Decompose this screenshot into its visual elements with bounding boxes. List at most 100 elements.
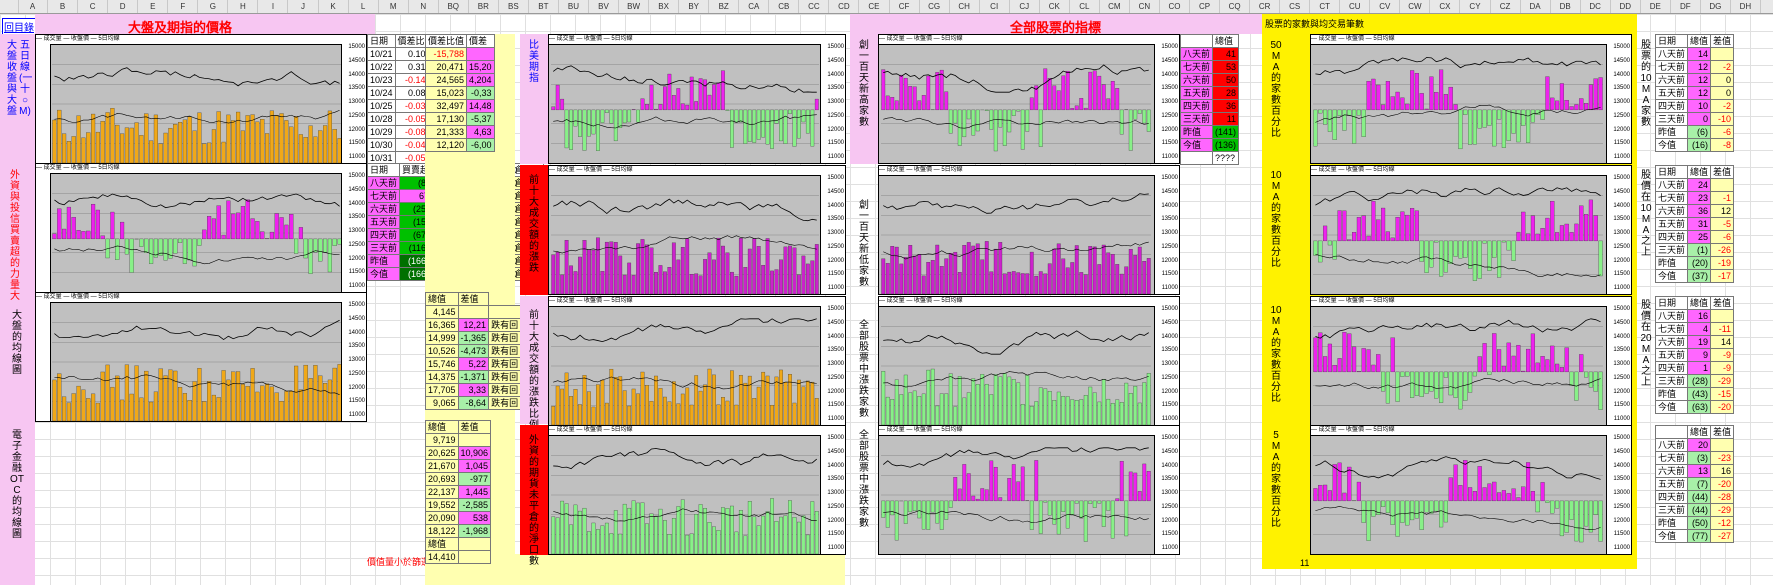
table-cell[interactable]: 日期	[1654, 165, 1689, 179]
table-cell[interactable]	[1179, 34, 1214, 48]
table-cell[interactable]: 0	[1710, 73, 1735, 87]
table-cell[interactable]: 總值	[425, 420, 459, 434]
table-cell[interactable]: 1,045	[457, 459, 492, 473]
table-cell[interactable]: -23	[1710, 451, 1735, 465]
table-cell[interactable]: -1,968	[457, 524, 492, 538]
column-header[interactable]: CF	[890, 0, 920, 13]
table-cell[interactable]: -15,788	[424, 47, 468, 61]
column-header[interactable]: CC	[799, 0, 830, 13]
table-cell[interactable]: 16	[1710, 464, 1735, 478]
table-cell[interactable]: 七天前	[366, 189, 401, 203]
table-cell[interactable]: 三天前	[1654, 243, 1689, 257]
table-cell[interactable]: (28)	[1687, 374, 1712, 388]
chart-foreign-investor[interactable]: — 成交量 — 收盤價 — 5日均線 15000 14500 14000 13500 1…	[35, 163, 367, 293]
table-cell[interactable]: -26	[1710, 243, 1735, 257]
table-cell[interactable]: 日期	[366, 163, 401, 177]
table-cell[interactable]	[1179, 151, 1214, 165]
table-cell[interactable]: 25	[1687, 230, 1712, 244]
table-cell[interactable]: (43)	[1687, 387, 1712, 401]
table-cell[interactable]: -0,33	[466, 86, 495, 100]
table-cell[interactable]: 20,693	[425, 472, 459, 486]
table-cell[interactable]: 差值	[1710, 425, 1735, 439]
table-cell[interactable]: -2,585	[457, 498, 492, 512]
table-cell[interactable]: 四天前	[1179, 99, 1214, 113]
column-header[interactable]: B	[48, 0, 79, 13]
table-cell[interactable]: -9	[1710, 361, 1735, 375]
table-cell[interactable]: 0	[1687, 112, 1712, 126]
table-cell[interactable]: 昨值	[1179, 125, 1214, 139]
table-cell[interactable]: 昨值	[366, 254, 401, 268]
table-cell[interactable]: 跌有回	[488, 370, 522, 384]
table-cell[interactable]: 日期	[1654, 34, 1689, 48]
table-cell[interactable]: 跌有回	[488, 396, 522, 410]
table-cell[interactable]: 七天前	[1179, 60, 1214, 74]
table-cell[interactable]: 總值	[425, 537, 459, 551]
column-header[interactable]: C	[78, 0, 109, 13]
table-cell[interactable]: 24,565	[424, 73, 468, 87]
table-cell[interactable]: 16	[1687, 309, 1712, 323]
column-header[interactable]: CW	[1400, 0, 1431, 13]
table-cell[interactable]: 5,22	[457, 357, 490, 371]
table-cell[interactable]: 八天前	[1654, 438, 1689, 452]
back-to-index-link[interactable]: 回目錄	[2, 18, 36, 35]
column-header[interactable]: CM	[1100, 0, 1130, 13]
table-cell[interactable]: 今值	[1654, 400, 1689, 414]
table-cell[interactable]: 日期	[1654, 296, 1689, 310]
table-cell[interactable]: 總值	[425, 292, 459, 306]
table-cell[interactable]: 11	[1212, 112, 1240, 126]
table-cell[interactable]: 跌有回	[488, 357, 522, 371]
table-cell[interactable]: 21,670	[425, 459, 459, 473]
table-cell[interactable]: 價差比值	[424, 34, 468, 48]
table-cell[interactable]: 9	[1687, 348, 1712, 362]
table-cell[interactable]: (77)	[1687, 529, 1712, 543]
table-cell[interactable]: 10/31	[367, 151, 396, 165]
column-header[interactable]: BQ	[439, 0, 469, 13]
table-cell[interactable]: 10/29	[367, 125, 396, 139]
table-cell[interactable]	[1710, 47, 1735, 61]
table-cell[interactable]: 四天前	[1654, 230, 1689, 244]
column-header[interactable]: I	[258, 0, 289, 13]
column-header[interactable]: CY	[1460, 0, 1491, 13]
table-cell[interactable]: -8,64	[457, 396, 490, 410]
table-cell[interactable]: 價差	[466, 34, 495, 48]
table-cell[interactable]: 10,526	[425, 344, 459, 358]
table-cell[interactable]: 17,705	[425, 383, 459, 397]
table-cell[interactable]: -19	[1710, 256, 1735, 270]
table-cell[interactable]: (44)	[1687, 503, 1712, 517]
column-header[interactable]: A	[18, 0, 49, 13]
column-header[interactable]: CA	[739, 0, 770, 13]
table-cell[interactable]: 15,746	[425, 357, 459, 371]
table-cell[interactable]: 18,122	[425, 524, 459, 538]
table-cell[interactable]: 4,145	[425, 305, 459, 319]
table-cell[interactable]: (141)	[1212, 125, 1240, 139]
table-cell[interactable]: 9,065	[425, 396, 459, 410]
table-cell[interactable]: 15,023	[424, 86, 468, 100]
table-cell[interactable]: 10/25	[367, 99, 396, 113]
table-cell[interactable]: 1,445	[457, 485, 492, 499]
table-cell[interactable]	[1710, 309, 1735, 323]
table-cell[interactable]: (63)	[1687, 400, 1712, 414]
table-cell[interactable]: 差值	[457, 420, 492, 434]
table-cell[interactable]: -20	[1710, 400, 1735, 414]
table-cell[interactable]: 12	[1710, 204, 1735, 218]
table-cell[interactable]: -2	[1710, 60, 1735, 74]
table-cell[interactable]: 四天前	[1654, 490, 1689, 504]
table-cell[interactable]	[457, 433, 492, 447]
table-cell[interactable]: 9,719	[425, 433, 459, 447]
table-cell[interactable]: 差值	[457, 292, 490, 306]
table-cell[interactable]: -9	[1710, 348, 1735, 362]
table-cell[interactable]: 19	[1687, 335, 1712, 349]
table-cell[interactable]: 買賣超	[399, 163, 433, 177]
table-cell[interactable]: (50)	[1687, 516, 1712, 530]
column-header[interactable]: CP	[1190, 0, 1221, 13]
table-cell[interactable]: -28	[1710, 490, 1735, 504]
column-header[interactable]: CT	[1310, 0, 1341, 13]
column-header[interactable]: CG	[920, 0, 950, 13]
table-cell[interactable]: -12	[1710, 516, 1735, 530]
table-cell[interactable]: 1	[1687, 361, 1712, 375]
table-cell[interactable]: 三天前	[1179, 112, 1214, 126]
table-cell[interactable]: 12	[1687, 86, 1712, 100]
column-header[interactable]: DC	[1581, 0, 1611, 13]
corner-cell[interactable]	[0, 0, 20, 13]
table-cell[interactable]: 3,33	[457, 383, 490, 397]
